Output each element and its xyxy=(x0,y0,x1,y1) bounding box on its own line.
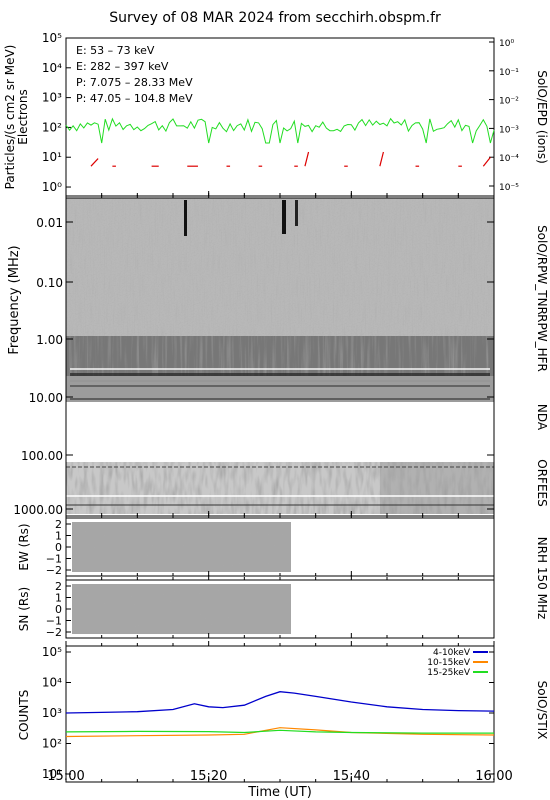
series-electrons-low xyxy=(65,117,495,144)
tick-label: 10³ xyxy=(42,91,62,105)
hfr-bands xyxy=(66,368,494,402)
tick-label: 10² xyxy=(42,120,62,134)
frequency-axis-label: Frequency (MHz) xyxy=(7,245,22,354)
series-electrons-high xyxy=(90,151,491,167)
epd-frame xyxy=(65,37,495,197)
figure-title: Survey of 08 MAR 2024 from secchirh.obsp… xyxy=(109,10,441,26)
tnr-texture xyxy=(66,198,494,338)
freq-tick-label: 1.00 xyxy=(36,333,63,347)
data-segment xyxy=(304,151,310,167)
stix-panel: 10¹ 10² 10³ 10⁴ 10⁵ 4-10keV 10-15keV 15-25ke… xyxy=(17,645,549,783)
tick-label: 10⁵ xyxy=(42,31,62,45)
legend-label: 15-25keV xyxy=(427,668,471,678)
time-axis: 15:00 15:20 15:40 16:00 xyxy=(47,191,513,784)
freq-tick-label: 10.00 xyxy=(29,391,63,405)
nrh-sn-texture xyxy=(72,584,291,634)
tick-label: 10⁴ xyxy=(42,676,62,690)
burst-mark xyxy=(184,200,187,236)
tick-label: 10⁵ xyxy=(42,645,62,659)
burst-mark xyxy=(282,200,286,234)
series-stix-4-10kev xyxy=(65,691,495,714)
stix-ylabel: COUNTS xyxy=(17,690,31,741)
tick-label: −1 xyxy=(46,615,62,628)
tick-label: 10⁻² xyxy=(499,97,519,107)
nda-panel xyxy=(66,402,494,462)
freq-tick-label: 100.00 xyxy=(21,449,63,463)
nrh-sn-ticks: 210−1−2 xyxy=(46,580,71,639)
tnr-bursts xyxy=(184,200,298,236)
hfr-band xyxy=(70,368,490,370)
tick-label: 10⁰ xyxy=(42,180,62,194)
time-tick-label: 15:40 xyxy=(333,769,370,784)
hfr-lower-band xyxy=(66,376,494,402)
nrh-panels: 210−1−2 EW (Rs) 210−1−2 SN (Rs) NRH 150 … xyxy=(17,517,549,639)
legend-label: E: 282 – 397 keV xyxy=(76,60,169,73)
nrh-ew-ylabel: EW (Rs) xyxy=(17,523,31,570)
tick-label: 10⁻⁴ xyxy=(499,154,519,164)
burst-mark xyxy=(295,200,298,226)
nrh-ew-texture xyxy=(72,522,291,572)
tick-label: 10⁻³ xyxy=(499,125,519,135)
tick-label: −1 xyxy=(46,553,62,566)
time-tick-label: 16:00 xyxy=(475,769,512,784)
legend-label: P: 47.05 – 104.8 MeV xyxy=(76,92,193,105)
orfees-panel-label: ORFEES xyxy=(535,459,549,506)
tick-label: 10⁰ xyxy=(499,39,514,49)
legend-label: 4-10keV xyxy=(433,648,471,658)
time-axis-label: Time (UT) xyxy=(247,785,312,800)
stix-panel-label: SoIO/STIX xyxy=(535,681,549,740)
tick-label: 10⁴ xyxy=(42,61,62,75)
tick-label: 10¹ xyxy=(42,150,62,164)
series-stix-15-25kev xyxy=(65,729,494,734)
tick-label: 10¹ xyxy=(42,767,62,781)
epd-panel: 10⁰ 10¹ 10² 10³ 10⁴ 10⁵ 10⁻⁵ 10⁻⁴ 10⁻³ 10⁻² 10⁻¹ 1… xyxy=(3,31,549,197)
time-tick-label: 15:20 xyxy=(190,769,227,784)
tick-label: −2 xyxy=(46,564,62,577)
legend-label: P: 7.075 – 28.33 MeV xyxy=(76,76,193,89)
freq-tick-label: 1000.00 xyxy=(13,503,63,517)
legend-label: 10-15keV xyxy=(427,658,471,668)
tick-label: 1 xyxy=(55,592,62,605)
stix-legend: 4-10keV 10-15keV 15-25keV xyxy=(427,648,488,678)
spectrogram-panel: 0.01 0.10 1.00 10.00 100.00 1000.00 Freq… xyxy=(7,197,549,517)
nrh-sn-ylabel: SN (Rs) xyxy=(17,587,31,631)
freq-tick-label: 0.10 xyxy=(36,276,63,290)
data-segment xyxy=(90,158,99,167)
nrh-ew-ticks: 210−1−2 xyxy=(46,518,71,577)
nda-panel-label: NDA xyxy=(535,404,549,431)
time-tick-label: 15:00 xyxy=(47,769,84,784)
tick-label: 10⁻⁵ xyxy=(499,183,519,193)
epd-panel-label: SolO/EPD (ions) xyxy=(535,70,549,164)
tick-label: 2 xyxy=(55,518,62,531)
tick-label: 0 xyxy=(55,603,62,616)
epd-y-ticks: 10⁰ 10¹ 10² 10³ 10⁴ 10⁵ xyxy=(42,31,71,194)
tick-label: 10³ xyxy=(42,706,62,720)
nrh-panel-label: NRH 150 MHz xyxy=(535,537,549,620)
tnr-panel-label: SolO/RPW_TNR xyxy=(535,225,549,315)
data-segment xyxy=(379,151,385,167)
tick-label: −2 xyxy=(46,626,62,639)
epd-ylabel-electrons: Electrons xyxy=(16,89,30,144)
tick-label: 10² xyxy=(42,737,62,751)
hfr-panel-label: RPW_HFR xyxy=(535,314,549,372)
epd-ylabel: Particles/(s cm2 sr MeV) xyxy=(3,45,17,190)
data-segment xyxy=(482,156,491,167)
frequency-ticks xyxy=(66,221,494,510)
stix-frame xyxy=(65,645,495,783)
legend-label: E: 53 – 73 keV xyxy=(76,44,155,57)
epd-legend: E: 53 – 73 keV E: 282 – 397 keV P: 7.075… xyxy=(76,44,193,105)
hfr-band xyxy=(70,373,490,376)
tick-label: 0 xyxy=(55,541,62,554)
orfees-dark-region xyxy=(380,462,494,514)
freq-tick-label: 0.01 xyxy=(36,216,63,230)
tick-label: 2 xyxy=(55,580,62,593)
tick-label: 10⁻¹ xyxy=(499,68,519,78)
series-stix-10-15kev xyxy=(65,727,495,738)
stix-y-ticks: 10¹ 10² 10³ 10⁴ 10⁵ xyxy=(42,645,494,781)
tick-label: 1 xyxy=(55,530,62,543)
